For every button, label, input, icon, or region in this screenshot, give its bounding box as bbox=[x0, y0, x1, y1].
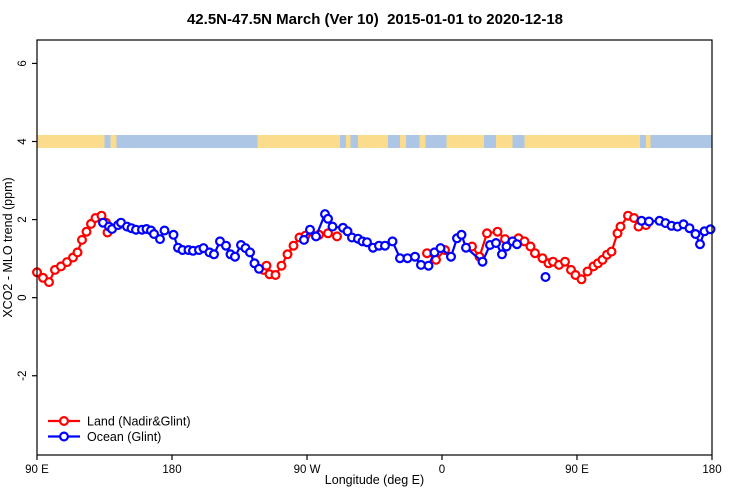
legend-marker bbox=[58, 431, 69, 442]
map-strip-segment-land bbox=[346, 135, 351, 149]
data-point-land bbox=[72, 247, 83, 258]
data-point-ocean bbox=[245, 247, 256, 258]
map-strip-segment-land bbox=[446, 135, 484, 149]
legend-label: Ocean (Glint) bbox=[87, 430, 161, 444]
data-point-ocean bbox=[501, 241, 512, 252]
y-axis-tick-label: 4 bbox=[17, 138, 29, 145]
x-axis-tick-label: 180 bbox=[162, 464, 181, 476]
map-strip-segment-land bbox=[400, 135, 406, 149]
data-point-ocean bbox=[254, 263, 265, 274]
data-point-ocean bbox=[221, 240, 232, 251]
chart-title: 42.5N-47.5N March (Ver 10) 2015-01-01 to… bbox=[186, 11, 564, 28]
legend-label: Land (Nadir&Glint) bbox=[87, 415, 191, 429]
map-strip-segment-ocean bbox=[640, 135, 646, 149]
data-point-land bbox=[582, 266, 593, 277]
data-point-land bbox=[492, 226, 503, 237]
data-point-ocean bbox=[684, 223, 695, 234]
data-point-land bbox=[270, 270, 281, 281]
data-point-land bbox=[76, 234, 87, 245]
data-point-ocean bbox=[159, 225, 170, 236]
x-axis-title: Longitude (deg E) bbox=[325, 473, 424, 487]
data-point-land bbox=[576, 274, 587, 285]
data-point-ocean bbox=[209, 249, 220, 260]
data-point-land bbox=[615, 221, 626, 232]
data-point-ocean bbox=[511, 239, 522, 250]
map-strip-segment-land bbox=[419, 135, 426, 149]
data-point-land bbox=[43, 277, 54, 288]
data-point-ocean bbox=[327, 221, 338, 232]
data-point-ocean bbox=[149, 229, 160, 240]
data-point-ocean bbox=[230, 251, 241, 262]
data-point-land bbox=[81, 226, 92, 237]
data-point-ocean bbox=[305, 224, 316, 235]
map-strip-segment-land bbox=[496, 135, 513, 149]
x-axis-tick-label: 0 bbox=[439, 464, 445, 476]
x-axis-tick-label: 90 W bbox=[294, 464, 321, 476]
data-point-land bbox=[276, 260, 287, 271]
map-strip-segment-ocean bbox=[406, 135, 420, 149]
y-axis-tick-label: 6 bbox=[17, 60, 29, 66]
x-axis-tick-label: 90 E bbox=[565, 464, 589, 476]
data-point-ocean bbox=[423, 260, 434, 271]
data-point-land bbox=[606, 246, 617, 257]
x-axis-tick-label: 180 bbox=[702, 464, 721, 476]
data-point-ocean bbox=[540, 272, 551, 283]
map-strip-segment-land bbox=[358, 135, 388, 149]
data-point-ocean bbox=[168, 229, 179, 240]
data-point-ocean bbox=[435, 243, 446, 254]
map-strip-segment-ocean bbox=[512, 135, 525, 149]
data-point-ocean bbox=[311, 231, 322, 242]
map-strip-segment-land bbox=[257, 135, 340, 149]
series-line-land bbox=[36, 214, 109, 284]
y-axis-tick-label: 0 bbox=[17, 294, 29, 300]
data-point-land bbox=[525, 241, 536, 252]
data-point-land bbox=[323, 228, 334, 239]
data-point-ocean bbox=[323, 213, 334, 224]
map-strip-segment-ocean bbox=[350, 135, 358, 149]
data-point-ocean bbox=[155, 234, 166, 245]
data-point-land bbox=[282, 249, 293, 260]
map-strip-segment-ocean bbox=[104, 135, 111, 149]
data-point-ocean bbox=[380, 240, 391, 251]
data-point-ocean bbox=[643, 216, 654, 227]
map-strip-segment-land bbox=[646, 135, 651, 149]
plot-frame bbox=[36, 39, 713, 456]
legend-marker bbox=[58, 416, 69, 427]
data-point-ocean bbox=[477, 256, 488, 267]
data-point-land bbox=[288, 240, 299, 251]
data-point-ocean bbox=[362, 237, 373, 248]
data-point-land bbox=[529, 248, 540, 259]
data-point-land bbox=[537, 253, 548, 264]
data-point-ocean bbox=[299, 234, 310, 245]
data-point-ocean bbox=[497, 249, 508, 260]
data-point-ocean bbox=[446, 251, 457, 262]
map-strip-segment-ocean bbox=[116, 135, 258, 149]
data-point-ocean bbox=[456, 229, 467, 240]
data-point-ocean bbox=[410, 251, 421, 262]
map-strip-segment-land bbox=[110, 135, 117, 149]
data-point-ocean bbox=[491, 238, 502, 249]
data-point-land bbox=[559, 256, 570, 267]
data-point-ocean bbox=[690, 229, 701, 240]
y-axis-tick-label: -2 bbox=[17, 371, 29, 381]
data-point-land bbox=[482, 228, 493, 239]
x-axis-tick-label: 90 E bbox=[25, 464, 49, 476]
map-strip-segment-ocean bbox=[484, 135, 496, 149]
data-point-ocean bbox=[705, 224, 716, 235]
data-point-land bbox=[332, 231, 343, 242]
data-point-ocean bbox=[387, 236, 398, 247]
data-point-ocean bbox=[694, 239, 705, 250]
y-axis-title: XCO2 - MLO trend (ppm) bbox=[1, 177, 15, 317]
map-strip-segment-ocean bbox=[425, 135, 447, 149]
map-strip-segment-land bbox=[524, 135, 640, 149]
map-strip-segment-land bbox=[37, 135, 105, 149]
map-strip-segment-ocean bbox=[650, 135, 712, 149]
data-point-ocean bbox=[461, 242, 472, 253]
y-axis-tick-label: 2 bbox=[17, 216, 29, 222]
map-strip-segment-ocean bbox=[340, 135, 346, 149]
map-strip-segment-ocean bbox=[388, 135, 400, 149]
